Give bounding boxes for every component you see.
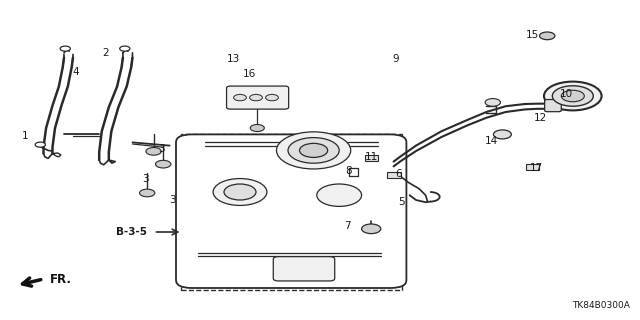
Circle shape [362,224,381,234]
Circle shape [485,99,500,106]
Text: 17: 17 [530,163,543,173]
Text: B-3-5: B-3-5 [116,227,147,237]
Text: 11: 11 [365,152,378,162]
Circle shape [120,46,130,51]
Text: 4: 4 [72,67,79,77]
Circle shape [156,160,171,168]
FancyBboxPatch shape [387,172,401,178]
Text: 3: 3 [158,144,164,154]
Text: 16: 16 [243,68,256,79]
Circle shape [540,32,555,40]
Text: 14: 14 [485,136,498,146]
FancyBboxPatch shape [526,164,539,170]
Circle shape [250,124,264,132]
Text: 8: 8 [345,166,351,176]
Text: 9: 9 [392,54,399,64]
Text: FR.: FR. [50,273,72,285]
Text: 3: 3 [170,195,176,205]
Circle shape [288,138,339,163]
Circle shape [300,143,328,157]
Text: 12: 12 [534,113,547,124]
FancyBboxPatch shape [545,100,561,112]
Text: 2: 2 [102,48,109,58]
Circle shape [224,184,256,200]
Circle shape [140,189,155,197]
Text: TK84B0300A: TK84B0300A [573,301,630,310]
Text: 6: 6 [395,169,401,180]
Circle shape [35,142,45,147]
Text: 13: 13 [227,54,240,64]
Circle shape [544,82,602,110]
Text: 15: 15 [526,30,539,40]
Circle shape [146,148,161,155]
FancyBboxPatch shape [181,134,402,290]
Text: 1: 1 [22,131,29,141]
Circle shape [561,90,584,102]
FancyBboxPatch shape [227,86,289,109]
Circle shape [234,94,246,101]
FancyBboxPatch shape [365,155,378,161]
Circle shape [276,132,351,169]
Text: 3: 3 [143,174,149,184]
Circle shape [213,179,267,205]
Circle shape [493,130,511,139]
FancyBboxPatch shape [273,257,335,281]
Text: 7: 7 [344,220,351,231]
Text: 5: 5 [399,196,405,207]
Circle shape [317,184,362,206]
Circle shape [250,94,262,101]
Circle shape [60,46,70,51]
FancyBboxPatch shape [176,134,406,288]
Text: 10: 10 [560,89,573,100]
Circle shape [266,94,278,101]
Circle shape [552,86,593,106]
